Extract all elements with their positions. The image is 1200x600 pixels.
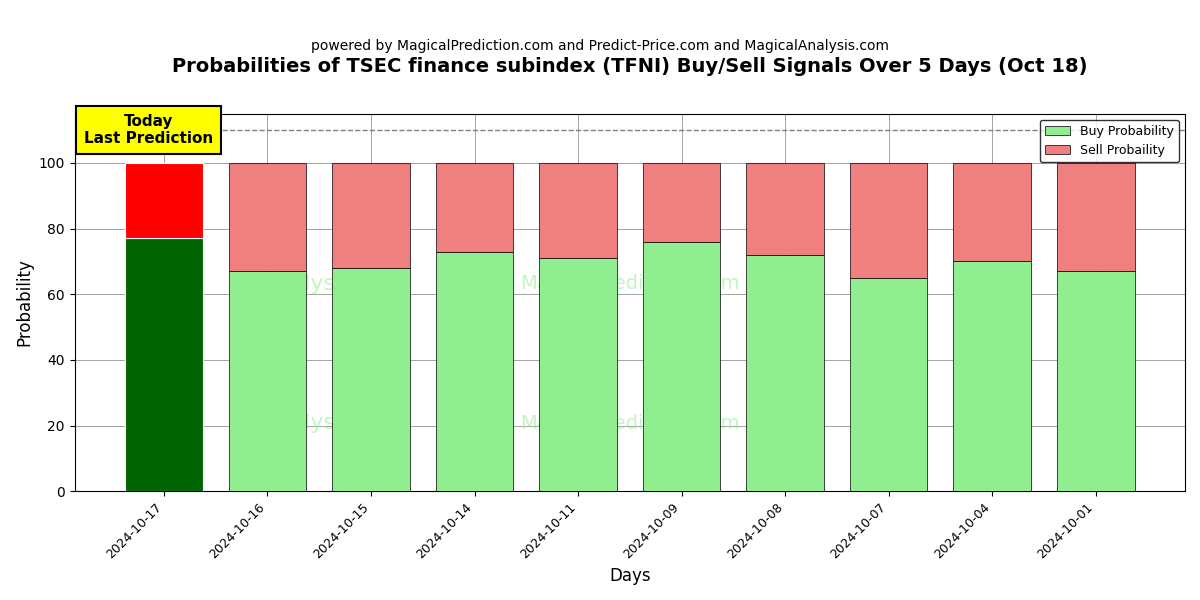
- Bar: [953, 262, 1031, 491]
- Bar: [746, 255, 824, 491]
- Bar: [953, 163, 1031, 262]
- Bar: [539, 258, 617, 491]
- Text: powered by MagicalPrediction.com and Predict-Price.com and MagicalAnalysis.com: powered by MagicalPrediction.com and Pre…: [311, 39, 889, 53]
- Bar: [850, 278, 928, 491]
- Bar: [850, 163, 928, 278]
- Bar: [332, 163, 410, 268]
- X-axis label: Days: Days: [610, 567, 650, 585]
- Bar: [1057, 163, 1134, 271]
- Bar: [436, 163, 514, 251]
- Bar: [746, 163, 824, 255]
- Bar: [643, 242, 720, 491]
- Bar: [229, 271, 306, 491]
- Bar: [332, 268, 410, 491]
- Legend: Buy Probability, Sell Probaility: Buy Probability, Sell Probaility: [1040, 120, 1178, 162]
- Bar: [229, 163, 306, 271]
- Bar: [539, 163, 617, 258]
- Title: Probabilities of TSEC finance subindex (TFNI) Buy/Sell Signals Over 5 Days (Oct : Probabilities of TSEC finance subindex (…: [172, 57, 1087, 76]
- Bar: [125, 238, 203, 491]
- Text: MagicalPrediction.com: MagicalPrediction.com: [520, 414, 739, 433]
- Text: MagicalPrediction.com: MagicalPrediction.com: [520, 274, 739, 293]
- Bar: [436, 251, 514, 491]
- Bar: [125, 163, 203, 238]
- Y-axis label: Probability: Probability: [16, 259, 34, 346]
- Text: calAnalysis.com: calAnalysis.com: [229, 413, 408, 433]
- Text: calAnalysis.com: calAnalysis.com: [229, 274, 408, 293]
- Bar: [643, 163, 720, 242]
- Text: Today
Last Prediction: Today Last Prediction: [84, 114, 214, 146]
- Bar: [1057, 271, 1134, 491]
